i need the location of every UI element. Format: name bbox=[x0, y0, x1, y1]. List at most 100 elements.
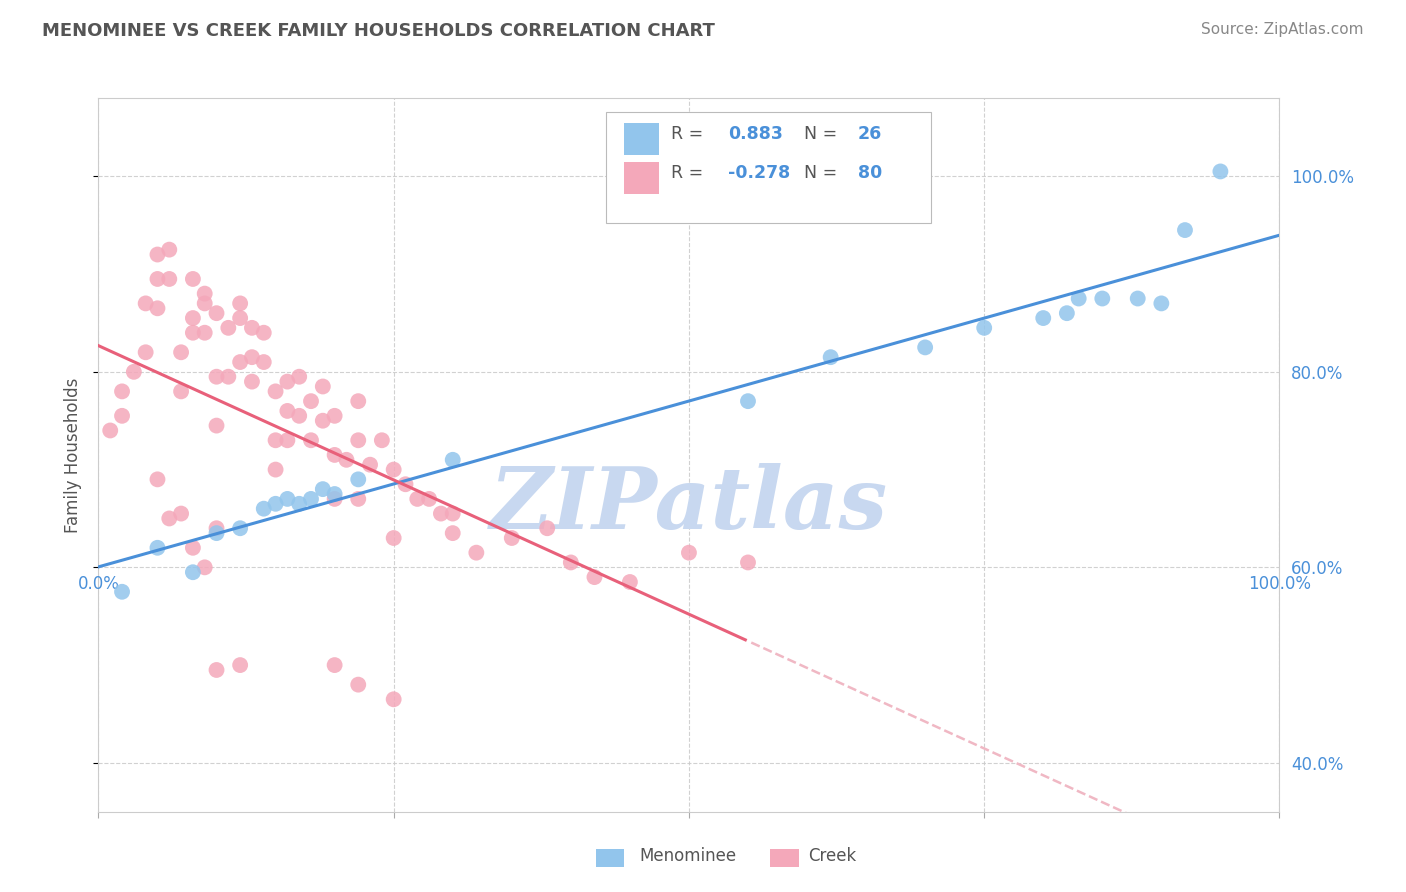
Point bbox=[157, 272, 180, 286]
Point bbox=[382, 462, 405, 476]
Point bbox=[276, 375, 298, 389]
Point bbox=[465, 546, 488, 560]
Point bbox=[98, 424, 121, 438]
Point bbox=[264, 434, 287, 448]
Point bbox=[157, 511, 180, 525]
FancyBboxPatch shape bbox=[606, 112, 931, 223]
Point bbox=[240, 350, 263, 364]
Point bbox=[170, 345, 193, 359]
Point bbox=[205, 526, 228, 541]
Point bbox=[264, 384, 287, 399]
Point bbox=[382, 531, 405, 545]
Point bbox=[194, 560, 217, 574]
Point bbox=[240, 321, 263, 335]
Point bbox=[430, 507, 453, 521]
Point bbox=[619, 574, 641, 589]
Point bbox=[359, 458, 381, 472]
Point bbox=[299, 491, 322, 506]
Point bbox=[371, 434, 394, 448]
Point bbox=[157, 243, 180, 257]
Point bbox=[347, 394, 370, 409]
Point bbox=[264, 462, 287, 476]
Point bbox=[194, 296, 217, 310]
Point bbox=[323, 409, 346, 423]
Point bbox=[1067, 292, 1090, 306]
Point bbox=[288, 497, 311, 511]
Point bbox=[240, 375, 263, 389]
Point bbox=[181, 272, 204, 286]
Point bbox=[1209, 164, 1232, 178]
Point bbox=[312, 379, 335, 393]
Point bbox=[170, 507, 193, 521]
Point bbox=[418, 491, 440, 506]
Point bbox=[276, 491, 298, 506]
Text: Menominee: Menominee bbox=[640, 847, 737, 865]
Point bbox=[1126, 292, 1149, 306]
Text: N =: N = bbox=[803, 125, 837, 143]
Point bbox=[264, 497, 287, 511]
Point bbox=[253, 355, 276, 369]
Point bbox=[312, 414, 335, 428]
Point bbox=[253, 326, 276, 340]
Point bbox=[323, 491, 346, 506]
Point bbox=[441, 452, 464, 467]
Point bbox=[229, 658, 252, 673]
Text: Creek: Creek bbox=[808, 847, 856, 865]
Y-axis label: Family Households: Family Households bbox=[65, 377, 83, 533]
Point bbox=[276, 404, 298, 418]
Point bbox=[205, 306, 228, 320]
Point bbox=[1174, 223, 1197, 237]
Point bbox=[820, 350, 842, 364]
Bar bbox=[624, 162, 659, 194]
Point bbox=[394, 477, 416, 491]
Point bbox=[181, 326, 204, 340]
Point bbox=[406, 491, 429, 506]
Point bbox=[146, 472, 169, 486]
Text: 26: 26 bbox=[858, 125, 882, 143]
Point bbox=[135, 296, 157, 310]
Text: R =: R = bbox=[671, 164, 703, 183]
Point bbox=[299, 434, 322, 448]
Point bbox=[205, 369, 228, 384]
Point bbox=[146, 541, 169, 555]
Text: ZIPatlas: ZIPatlas bbox=[489, 463, 889, 547]
Text: 80: 80 bbox=[858, 164, 882, 183]
Point bbox=[441, 507, 464, 521]
Point bbox=[560, 556, 582, 570]
Point bbox=[536, 521, 558, 535]
Point bbox=[205, 418, 228, 433]
Point bbox=[347, 678, 370, 692]
Bar bbox=[624, 123, 659, 155]
Text: -0.278: -0.278 bbox=[728, 164, 790, 183]
Point bbox=[583, 570, 606, 584]
Point bbox=[146, 247, 169, 261]
Point bbox=[501, 531, 523, 545]
Point bbox=[323, 658, 346, 673]
Point bbox=[146, 301, 169, 316]
Text: N =: N = bbox=[803, 164, 837, 183]
Point bbox=[194, 286, 217, 301]
Text: MENOMINEE VS CREEK FAMILY HOUSEHOLDS CORRELATION CHART: MENOMINEE VS CREEK FAMILY HOUSEHOLDS COR… bbox=[42, 22, 716, 40]
Point bbox=[441, 526, 464, 541]
Point bbox=[122, 365, 145, 379]
Point bbox=[1150, 296, 1173, 310]
Point bbox=[194, 326, 217, 340]
Point bbox=[229, 311, 252, 326]
Point bbox=[299, 394, 322, 409]
Point bbox=[288, 409, 311, 423]
Point bbox=[1056, 306, 1078, 320]
Point bbox=[111, 384, 134, 399]
Point bbox=[382, 692, 405, 706]
Point bbox=[1091, 292, 1114, 306]
Point bbox=[170, 384, 193, 399]
Point bbox=[347, 491, 370, 506]
Point bbox=[181, 541, 204, 555]
Text: 0.0%: 0.0% bbox=[77, 574, 120, 593]
Point bbox=[973, 321, 995, 335]
Point bbox=[276, 434, 298, 448]
Point bbox=[229, 296, 252, 310]
Point bbox=[347, 472, 370, 486]
Point bbox=[288, 369, 311, 384]
Point bbox=[323, 487, 346, 501]
Point bbox=[347, 434, 370, 448]
